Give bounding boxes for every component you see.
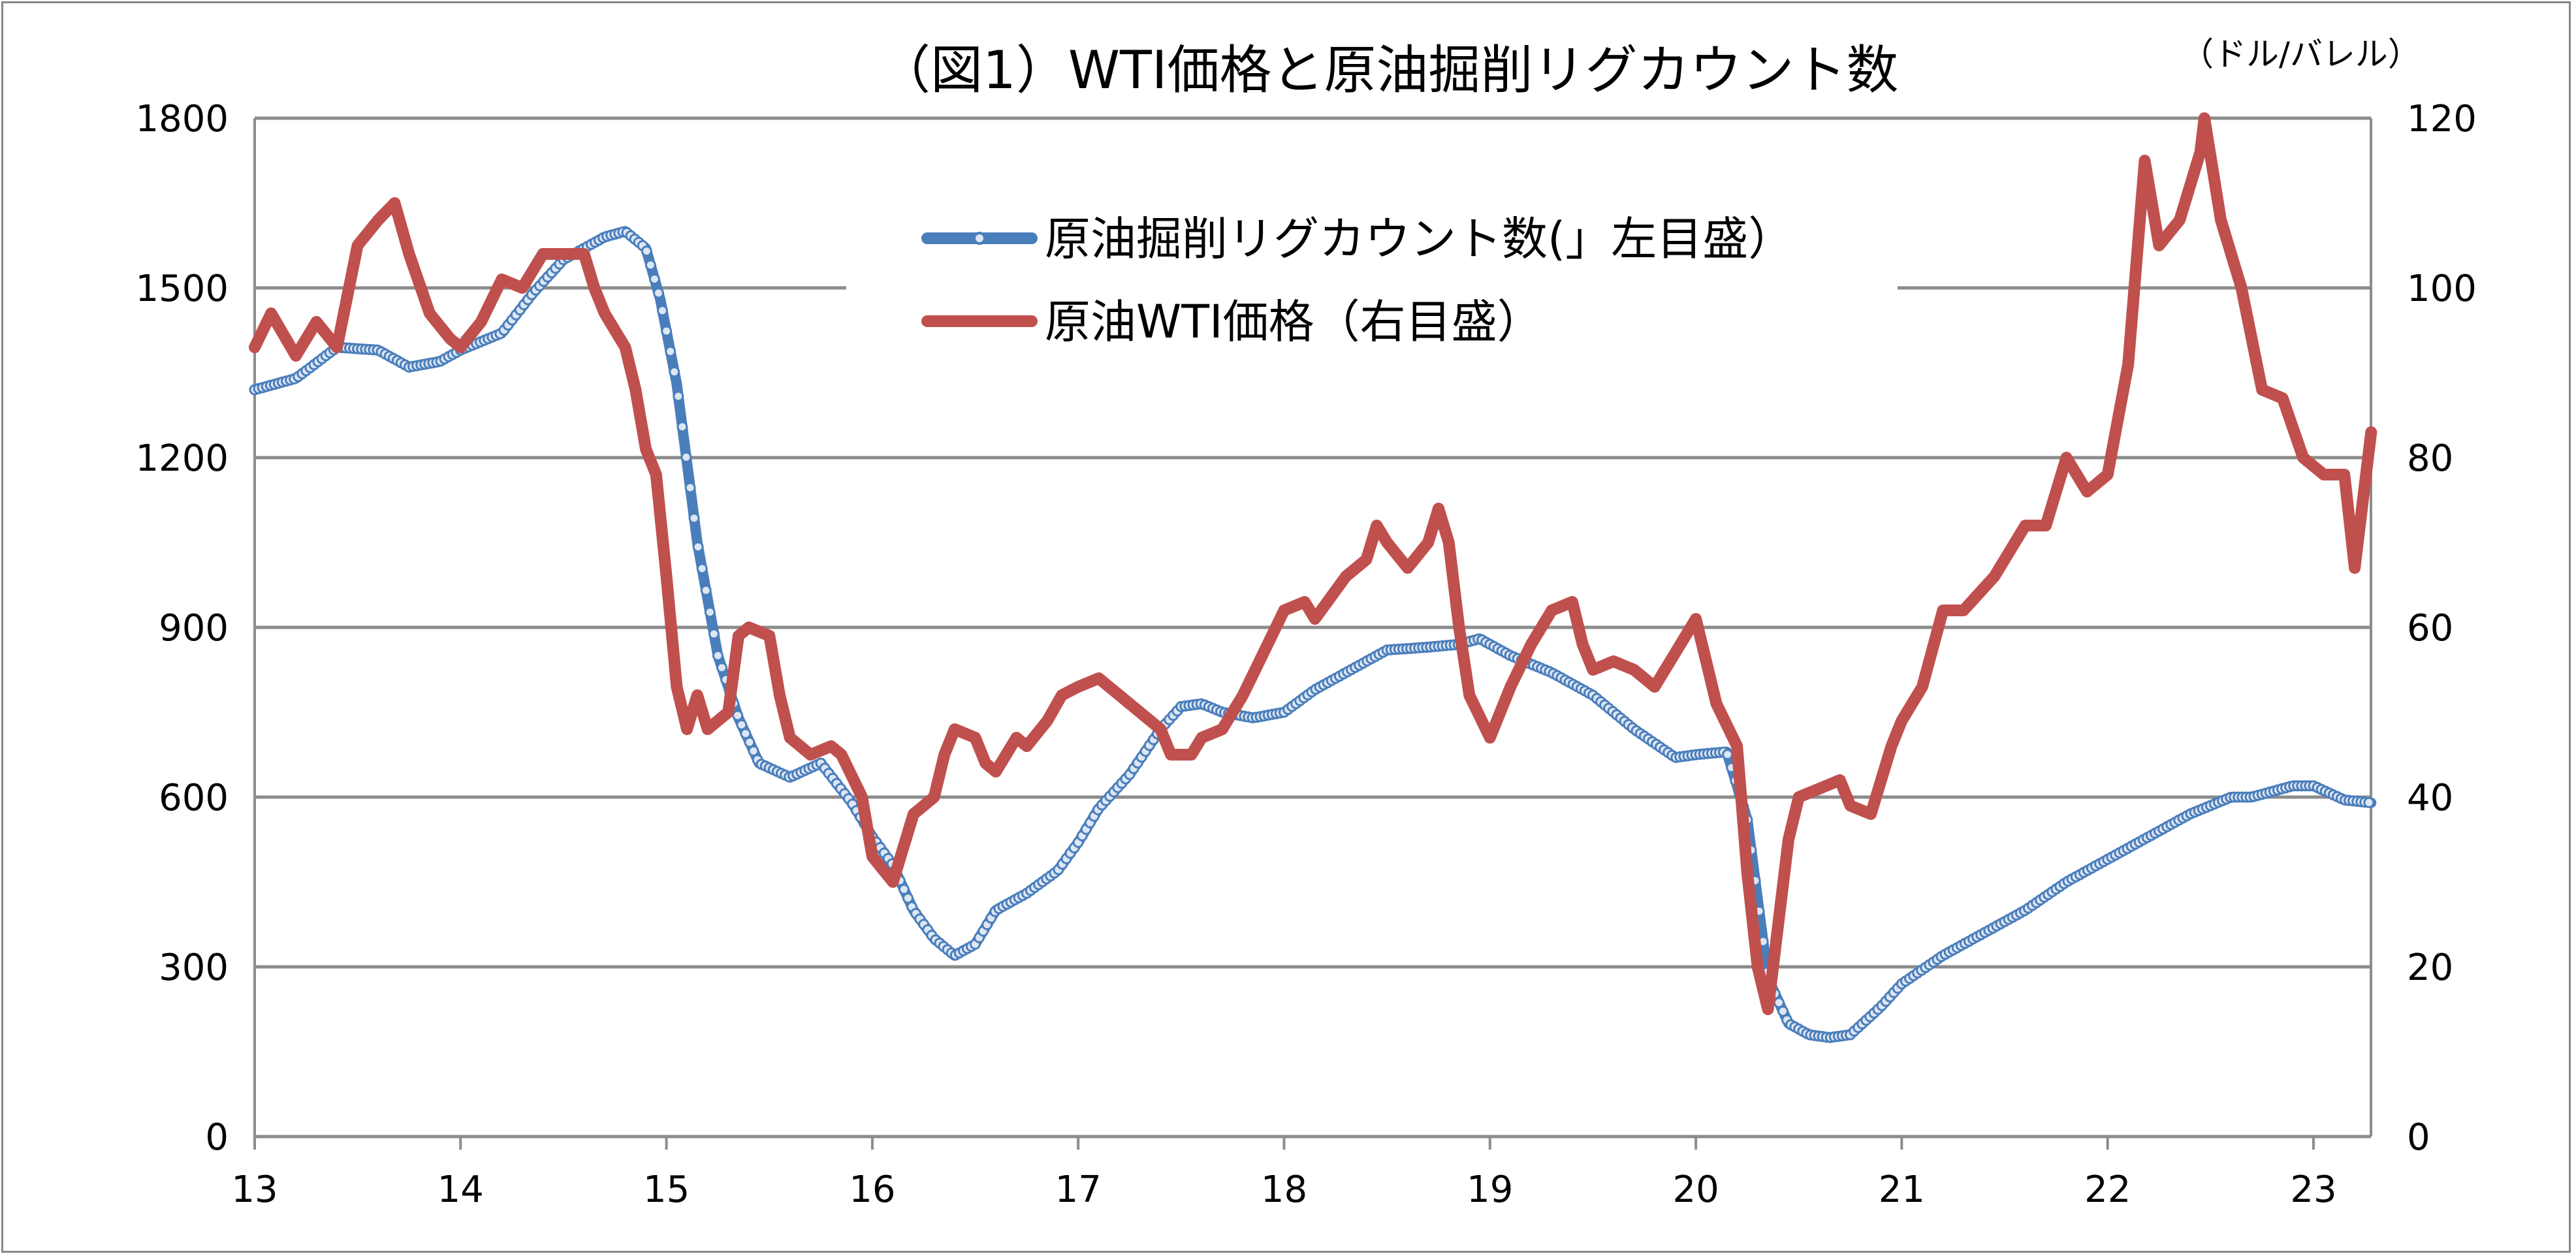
rig-count-marker [673, 390, 684, 402]
rig-count-marker [680, 451, 692, 463]
rig-count-marker [688, 512, 700, 524]
rig-count-marker [704, 606, 716, 618]
rig-count-marker [744, 736, 755, 748]
left-tick-label: 1800 [135, 98, 229, 140]
rig-count-marker [665, 345, 676, 357]
right-tick-label: 60 [2407, 607, 2453, 650]
x-tick-label: 14 [437, 1169, 484, 1211]
rig-count-marker [676, 421, 688, 433]
rig-count-marker [641, 245, 652, 257]
x-tick-label: 17 [1055, 1169, 1102, 1211]
right-tick-label: 100 [2407, 268, 2477, 310]
rig-count-marker [2363, 796, 2375, 808]
rig-count-marker [748, 745, 759, 757]
gridlines [255, 116, 2371, 969]
x-tick-label: 18 [1261, 1169, 1307, 1211]
axes: 0 300 600 900 1200 1500 1800 0 20 40 60 80 100 120 13 1… [135, 98, 2476, 1211]
x-tick-label: 20 [1672, 1169, 1719, 1211]
x-tick-label: 21 [1879, 1169, 1925, 1211]
wti-price-line [249, 112, 2377, 1015]
left-tick-label: 0 [205, 1116, 229, 1159]
legend-rig-label: 原油掘削リグカウント数(」左目盛） [1045, 212, 1794, 266]
rig-count-marker [661, 325, 673, 337]
x-tick-label: 16 [849, 1169, 895, 1211]
left-tick-label: 1200 [135, 437, 229, 480]
right-axis-unit: （ドル/バレル） [2181, 35, 2421, 73]
right-tick-label: 80 [2407, 437, 2453, 480]
rig-count-marker [898, 883, 910, 895]
left-tick-label: 300 [159, 947, 229, 989]
x-tick-label: 19 [1467, 1169, 1513, 1211]
legend: 原油掘削リグカウント数(」左目盛） 原油WTI価格（右目盛） [846, 189, 1898, 353]
rig-count-marker [692, 541, 704, 553]
rig-count-marker [644, 259, 656, 271]
right-tick-label: 20 [2407, 947, 2453, 989]
rig-count-marker [902, 892, 914, 904]
rig-count-marker [732, 710, 744, 721]
rig-count-marker [653, 287, 664, 299]
legend-wti-label: 原油WTI価格（右目盛） [1045, 295, 1543, 349]
rig-count-marker [716, 662, 727, 674]
rig-count-marker [1777, 1005, 1789, 1017]
right-tick-label: 40 [2407, 777, 2453, 819]
rig-count-marker [696, 563, 708, 574]
rig-count-marker [648, 274, 660, 285]
x-tick-label: 15 [643, 1169, 690, 1211]
chart-title: （図1）WTI価格と原油掘削リグカウント数 [878, 40, 1898, 101]
left-tick-label: 1500 [135, 268, 229, 310]
rig-count-marker [740, 728, 752, 740]
series-lines [249, 112, 2377, 1043]
left-tick-label: 600 [159, 777, 229, 819]
x-tick-label: 13 [231, 1169, 278, 1211]
left-tick-label: 900 [159, 607, 229, 650]
right-tick-label: 0 [2407, 1116, 2430, 1159]
x-tick-label: 22 [2084, 1169, 2131, 1211]
legend-rig-marker [973, 232, 986, 245]
rig-count-marker [669, 366, 680, 378]
rig-count-marker [708, 628, 720, 640]
x-tick-label: 23 [2290, 1169, 2336, 1211]
rig-count-marker [700, 584, 712, 596]
rig-count-marker [657, 305, 668, 317]
right-tick-label: 120 [2407, 98, 2477, 140]
rig-count-marker [1722, 749, 1734, 761]
rig-count-marker [736, 719, 748, 731]
rig-count-marker [684, 482, 696, 494]
rig-count-marker [712, 650, 724, 661]
